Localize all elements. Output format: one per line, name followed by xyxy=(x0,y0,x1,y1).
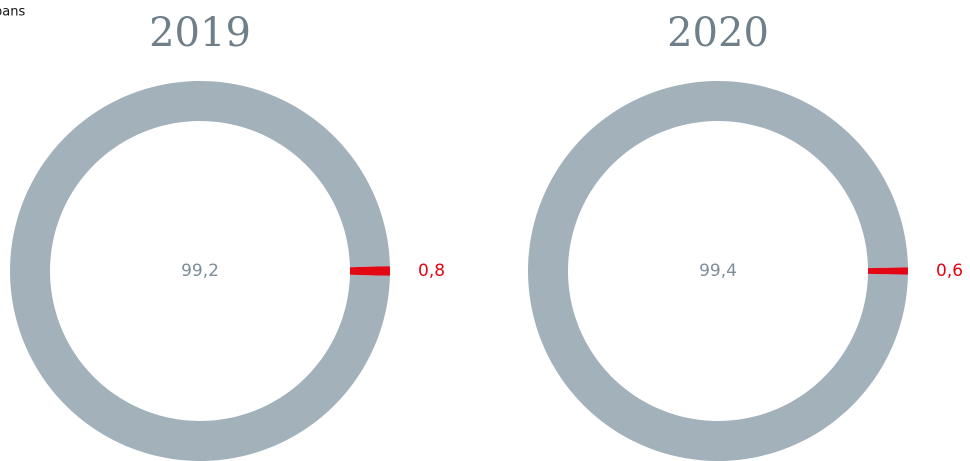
value-label: 99,2 xyxy=(181,261,219,281)
chart-title: 2020 xyxy=(667,10,769,56)
value-label: 0,6 xyxy=(936,261,963,281)
chart-title: 2019 xyxy=(149,10,251,56)
value-label: 99,4 xyxy=(699,261,737,281)
value-label: 0,8 xyxy=(418,261,445,281)
caption: pans xyxy=(0,5,25,20)
donut-slice xyxy=(867,267,908,275)
donut-slice xyxy=(349,266,391,276)
